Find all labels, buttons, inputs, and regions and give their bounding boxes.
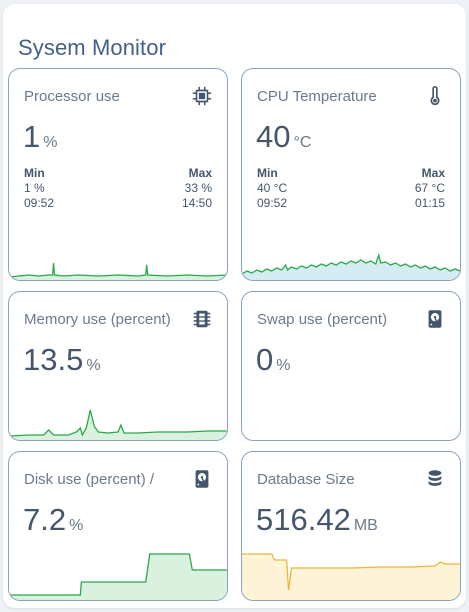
processor-sparkline	[9, 262, 227, 280]
card-name: Database Size	[257, 471, 355, 488]
database-icon	[424, 468, 446, 490]
processor-use-card[interactable]: Processor use 1% Min 1 % 09:52 Max 33 % …	[8, 68, 228, 281]
card-name: Swap use (percent)	[257, 311, 388, 328]
cpu-temperature-card[interactable]: CPU Temperature 40 °C Min 40 °C 09:52 Max…	[241, 68, 461, 281]
thermometer-icon	[424, 85, 446, 107]
cpu-temperature-sparkline	[242, 252, 460, 280]
memory-sparkline	[9, 409, 227, 440]
disk-use-card[interactable]: Disk use (percent) / 7.2%	[8, 451, 228, 601]
harddisk-icon	[191, 468, 213, 490]
card-name: CPU Temperature	[257, 88, 377, 105]
swap-use-card[interactable]: Swap use (percent) 0%	[241, 291, 461, 441]
memory-icon	[191, 308, 213, 330]
disk-value: 7.2%	[23, 502, 84, 537]
memory-use-card[interactable]: Memory use (percent) 13.5%	[8, 291, 228, 441]
chip-icon	[191, 85, 213, 107]
harddisk-icon	[424, 308, 446, 330]
processor-value: 1%	[23, 119, 58, 154]
database-size-card[interactable]: Database Size 516.42 MB	[241, 451, 461, 601]
panel-title: Sysem Monitor	[18, 35, 167, 60]
card-name: Memory use (percent)	[24, 311, 171, 328]
card-name: Processor use	[24, 88, 120, 105]
swap-value: 0%	[256, 342, 291, 377]
database-value: 516.42 MB	[256, 502, 378, 537]
cpu-temperature-value: 40 °C	[256, 119, 312, 154]
disk-sparkline	[9, 553, 227, 600]
database-sparkline	[242, 553, 460, 600]
memory-value: 13.5%	[23, 342, 101, 377]
card-name: Disk use (percent) /	[24, 471, 155, 488]
